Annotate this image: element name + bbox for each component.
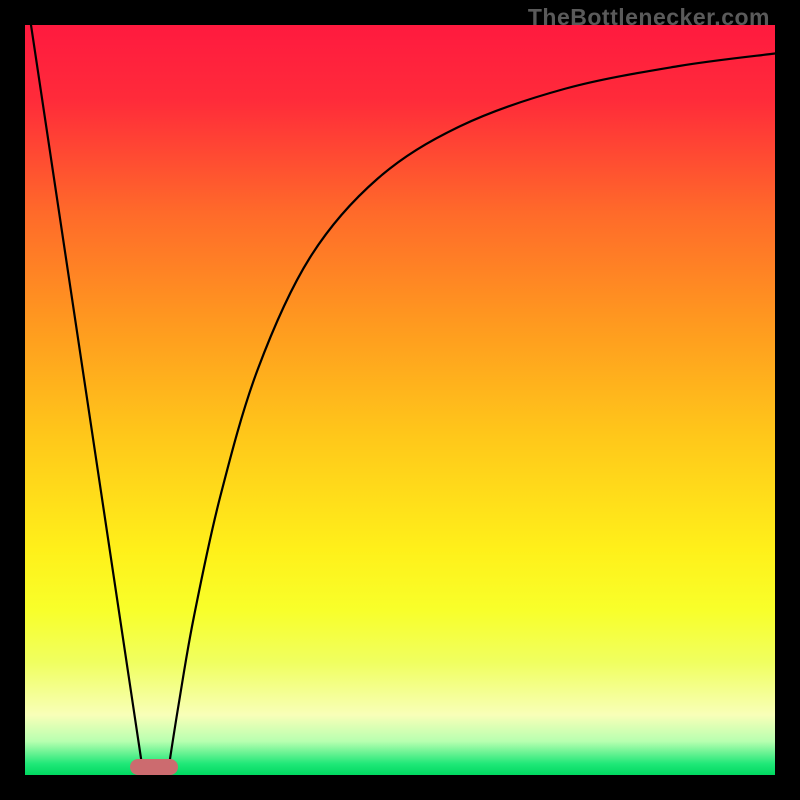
bottleneck-chart: TheBottlenecker.com [0, 0, 800, 800]
watermark-text: TheBottlenecker.com [528, 4, 770, 31]
chart-frame [0, 0, 800, 800]
